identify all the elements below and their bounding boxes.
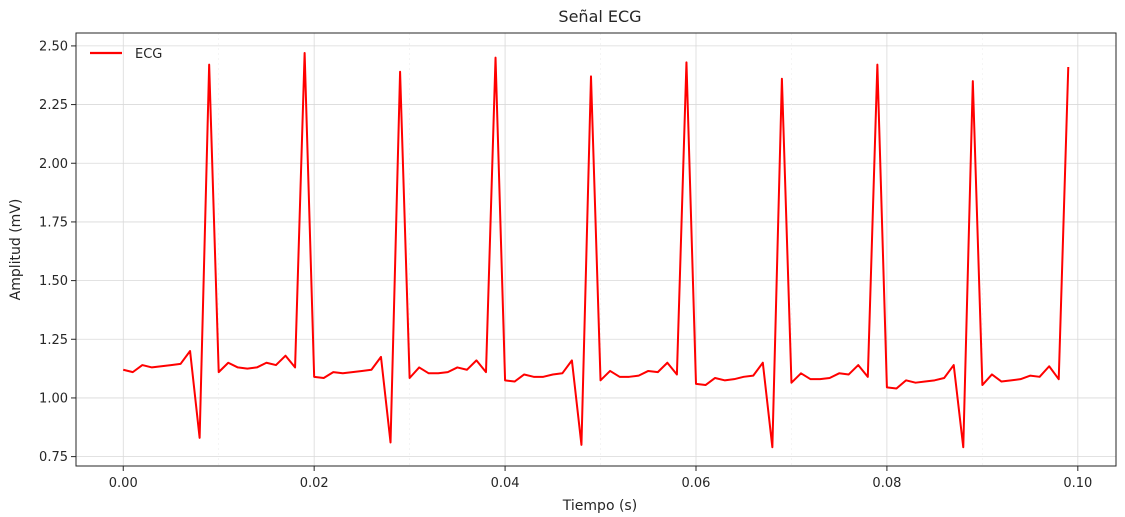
y-tick-label: 0.75 [39,450,68,465]
x-tick-label: 0.04 [491,476,520,491]
x-tick-label: 0.10 [1063,476,1092,491]
y-axis-ticks: 0.75 1.00 1.25 1.50 1.75 2.00 2.25 2.50 [39,39,76,465]
y-tick-label: 1.25 [39,333,68,348]
y-tick-label: 1.75 [39,215,68,230]
plot-frame [75,32,1117,467]
y-tick-label: 1.50 [39,274,68,289]
series-layer [123,51,1070,449]
series-line-ecg [123,51,1070,449]
legend: ECG [90,47,162,62]
y-tick-label: 1.00 [39,391,68,406]
y-tick-label: 2.25 [39,98,68,113]
y-axis-label: Amplitud (mV) [8,199,24,301]
chart-title: Señal ECG [558,7,641,26]
x-tick-label: 0.08 [872,476,901,491]
x-tick-label: 0.02 [300,476,329,491]
y-tick-label: 2.50 [39,39,68,54]
x-tick-label: 0.00 [109,476,138,491]
y-tick-label: 2.00 [39,157,68,172]
x-tick-label: 0.06 [682,476,711,491]
legend-label-ecg: ECG [135,47,162,62]
x-axis-label: Tiempo (s) [562,498,637,514]
x-axis-ticks: 0.00 0.02 0.04 0.06 0.08 0.10 [109,466,1092,491]
